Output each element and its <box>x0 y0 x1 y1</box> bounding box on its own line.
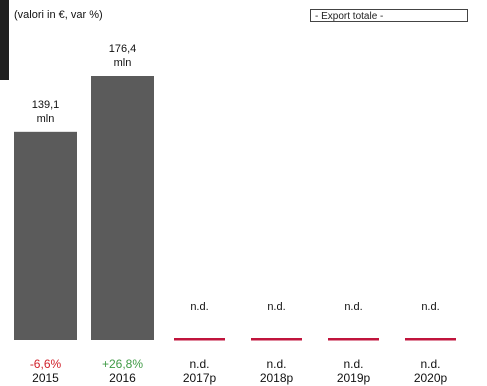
nd-marker-2018p <box>251 338 302 341</box>
variation-2020p: n.d. <box>420 357 440 371</box>
value-label-2017p: n.d. <box>190 301 208 313</box>
x-tick-2016: 2016 <box>109 371 136 385</box>
x-tick-2017p: 2017p <box>183 371 217 385</box>
bar-2015 <box>14 131 77 340</box>
x-tick-2015: 2015 <box>32 371 59 385</box>
value-label-2015-unit: mln <box>37 113 55 125</box>
variation-2018p: n.d. <box>266 357 286 371</box>
export-filter-select[interactable]: - Export totale - <box>310 9 468 22</box>
nd-marker-2017p <box>174 338 225 341</box>
nd-marker-2020p <box>405 338 456 341</box>
x-tick-2020p: 2020p <box>414 371 448 385</box>
corner-marker <box>0 0 9 80</box>
value-label-2019p: n.d. <box>344 301 362 313</box>
value-label-2018p: n.d. <box>267 301 285 313</box>
value-label-2016-unit: mln <box>114 57 132 69</box>
value-label-2016: 176,4 <box>109 43 137 55</box>
bar-2016 <box>91 76 154 340</box>
x-tick-2019p: 2019p <box>337 371 371 385</box>
x-tick-2018p: 2018p <box>260 371 294 385</box>
units-note: (valori in €, var %) <box>14 9 103 21</box>
value-label-2015: 139,1 <box>32 99 60 111</box>
variation-2019p: n.d. <box>343 357 363 371</box>
value-label-2020p: n.d. <box>421 301 439 313</box>
variation-2016: +26,8% <box>102 357 143 371</box>
nd-marker-2019p <box>328 338 379 341</box>
variation-2017p: n.d. <box>189 357 209 371</box>
variation-2015: -6,6% <box>30 357 62 371</box>
